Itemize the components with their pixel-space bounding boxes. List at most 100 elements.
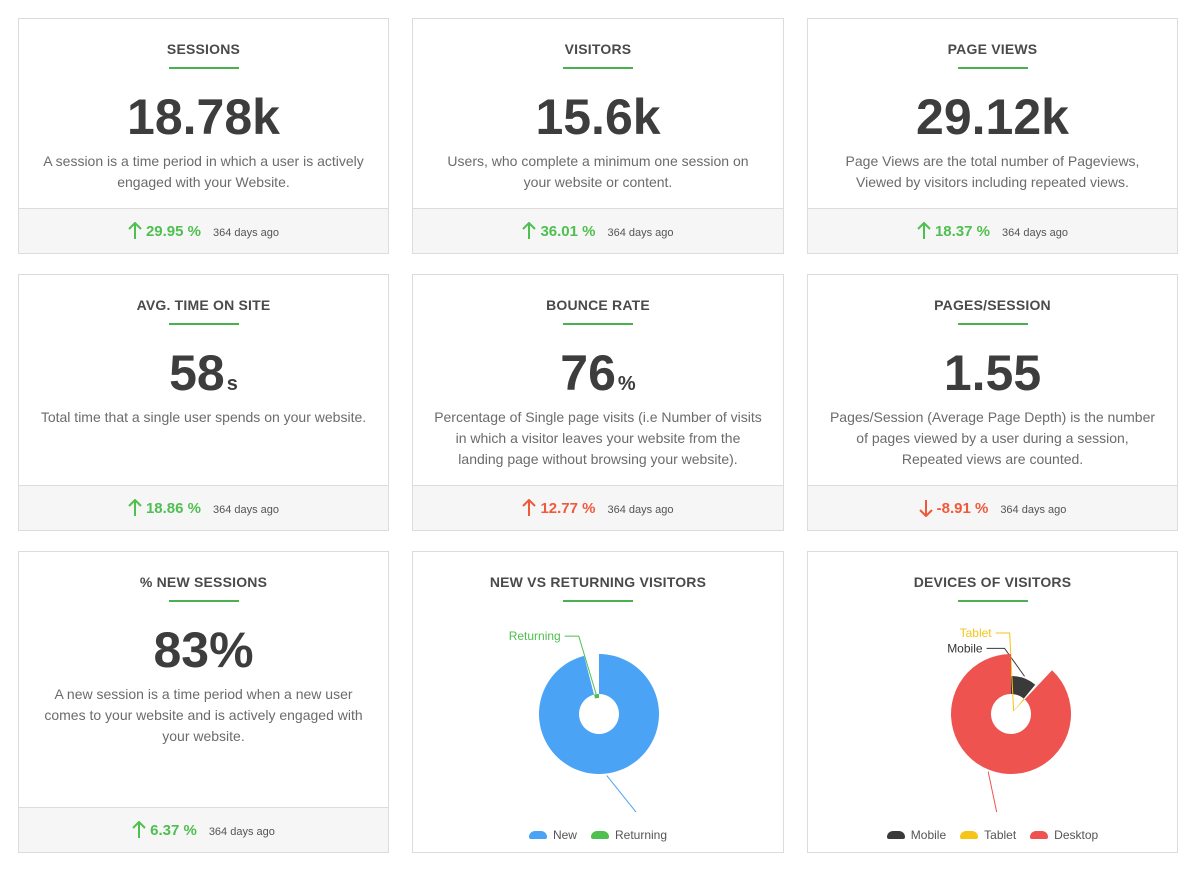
trend-indicator: 36.01 %: [522, 222, 595, 240]
card-footer: 29.95 % 364 days ago: [19, 208, 388, 253]
trend-value: -8.91 %: [936, 499, 989, 517]
desc-line: Page Views are the total number of Pagev…: [845, 153, 1140, 169]
metric-unit: %: [617, 373, 636, 395]
metric-number: 76: [560, 345, 616, 401]
card-title: AVG. TIME ON SITE: [136, 297, 271, 313]
pie-slice-desktop[interactable]: [951, 654, 1071, 774]
slice-label-mobile: Mobile: [947, 641, 983, 655]
metric-value: 18.78k: [19, 89, 388, 145]
label-leader-line: [606, 775, 637, 812]
desc-line: engaged with your Website.: [117, 174, 290, 190]
legend-item-mobile[interactable]: Mobile: [886, 828, 946, 842]
arrow-up-icon: [917, 222, 931, 239]
label-leader-line: [995, 632, 1015, 712]
chart-legend: Mobile Tablet Desktop: [808, 828, 1177, 842]
timestamp: 364 days ago: [1000, 503, 1067, 516]
legend-item-tablet[interactable]: Tablet: [960, 828, 1016, 842]
legend-label: Returning: [614, 828, 668, 842]
desc-line: your website or content.: [523, 174, 673, 190]
trend-indicator: 18.86 %: [128, 499, 201, 517]
legend-swatch-icon: [1030, 831, 1049, 839]
trend-value: 29.95 %: [145, 222, 201, 240]
card-title: PAGE VIEWS: [947, 41, 1038, 57]
desc-line: Repeated views are counted.: [901, 451, 1084, 467]
pie-slice-tablet[interactable]: [1012, 698, 1025, 713]
arrow-up-icon: [522, 499, 537, 516]
arrow-up-icon: [132, 821, 146, 838]
metric-value: 58 s: [19, 345, 388, 412]
desc-line: Viewed by visitors including repeated vi…: [856, 174, 1129, 190]
trend-indicator: 29.95 %: [128, 222, 201, 240]
trend-indicator: -8.91 %: [918, 499, 989, 517]
legend-item-new[interactable]: New: [528, 828, 577, 842]
chart-legend: New Returning: [413, 828, 783, 842]
arrow-down-icon: [918, 500, 933, 517]
desc-line: A new session is a time period when a ne…: [54, 686, 353, 702]
metric-description: Percentage of Single page visits (i.e Nu…: [431, 407, 765, 470]
trend-indicator: 12.77 %: [522, 499, 595, 517]
legend-swatch-icon: [886, 831, 905, 839]
metric-description: Pages/Session (Average Page Depth) is th…: [826, 407, 1159, 470]
pie-slice-returning[interactable]: [594, 694, 599, 699]
timestamp: 364 days ago: [1001, 226, 1069, 239]
desc-line: A session is a time period in which a us…: [43, 153, 364, 169]
title-underline: [563, 67, 633, 69]
pages-session-card: PAGES/SESSION 1.55 Pages/Session (Averag…: [807, 274, 1178, 531]
card-title: BOUNCE RATE: [546, 297, 650, 313]
page-views-card: PAGE VIEWS 29.12k Page Views are the tot…: [807, 18, 1178, 254]
legend-label: New: [552, 828, 577, 842]
slice-label-tablet: Tablet: [960, 626, 993, 640]
slice-label-returning: Returning: [509, 629, 561, 643]
card-footer: -8.91 % 364 days ago: [808, 485, 1177, 530]
arrow-up-icon: [128, 499, 142, 516]
title-underline: [168, 67, 239, 69]
timestamp: 364 days ago: [212, 226, 280, 239]
desc-line: Percentage of Single page visits (i.e Nu…: [434, 409, 762, 425]
legend-item-desktop[interactable]: Desktop: [1030, 828, 1098, 842]
card-footer: 18.86 % 364 days ago: [19, 485, 388, 530]
chart-title: NEW VS RETURNING VISITORS: [489, 574, 707, 590]
legend-swatch-icon: [590, 831, 609, 839]
trend-indicator: 18.37 %: [917, 222, 990, 240]
desc-line: of pages viewed by a user during a sessi…: [856, 430, 1129, 446]
metric-description: Page Views are the total number of Pagev…: [826, 151, 1159, 193]
timestamp: 364 days ago: [208, 825, 275, 838]
metric-number: 58: [169, 345, 225, 401]
title-underline: [563, 600, 633, 602]
metric-description: Users, who complete a minimum one sessio…: [431, 151, 765, 193]
legend-swatch-icon: [528, 831, 547, 839]
title-underline: [957, 600, 1028, 602]
timestamp: 364 days ago: [607, 503, 674, 516]
desc-line: Pages/Session (Average Page Depth) is th…: [829, 409, 1156, 425]
pie-slice-new[interactable]: [539, 654, 659, 774]
desc-line: in which a visitor leaves your website f…: [455, 430, 741, 446]
arrow-up-icon: [522, 222, 537, 239]
devices-card: DEVICES OF VISITORS MobileTabletDesktop …: [807, 551, 1178, 853]
metric-value: 1.55: [808, 345, 1177, 401]
metric-value: 29.12k: [808, 89, 1177, 145]
title-underline: [168, 600, 239, 602]
trend-indicator: 6.37 %: [132, 821, 197, 839]
metric-description: Total time that a single user spends on …: [37, 407, 370, 428]
card-footer: 18.37 % 364 days ago: [808, 208, 1177, 253]
metric-number: 1.55: [943, 345, 1042, 401]
label-leader-line: [987, 771, 998, 812]
desc-line: landing page without browsing your websi…: [458, 451, 738, 467]
trend-value: 18.86 %: [145, 499, 201, 517]
chart-title: DEVICES OF VISITORS: [913, 574, 1072, 590]
timestamp: 364 days ago: [607, 226, 674, 239]
card-footer: 12.77 % 364 days ago: [413, 485, 783, 530]
title-underline: [168, 323, 239, 325]
metric-description: A new session is a time period when a ne…: [37, 684, 370, 747]
trend-value: 12.77 %: [540, 499, 596, 517]
metric-unit: s: [226, 373, 238, 395]
desc-line: your website.: [162, 728, 245, 744]
metric-value: 15.6k: [413, 89, 783, 145]
title-underline: [563, 323, 633, 325]
legend-item-returning[interactable]: Returning: [590, 828, 668, 842]
card-title: VISITORS: [564, 41, 632, 57]
pie-slice-mobile[interactable]: [1011, 676, 1036, 699]
trend-value: 36.01 %: [540, 222, 596, 240]
